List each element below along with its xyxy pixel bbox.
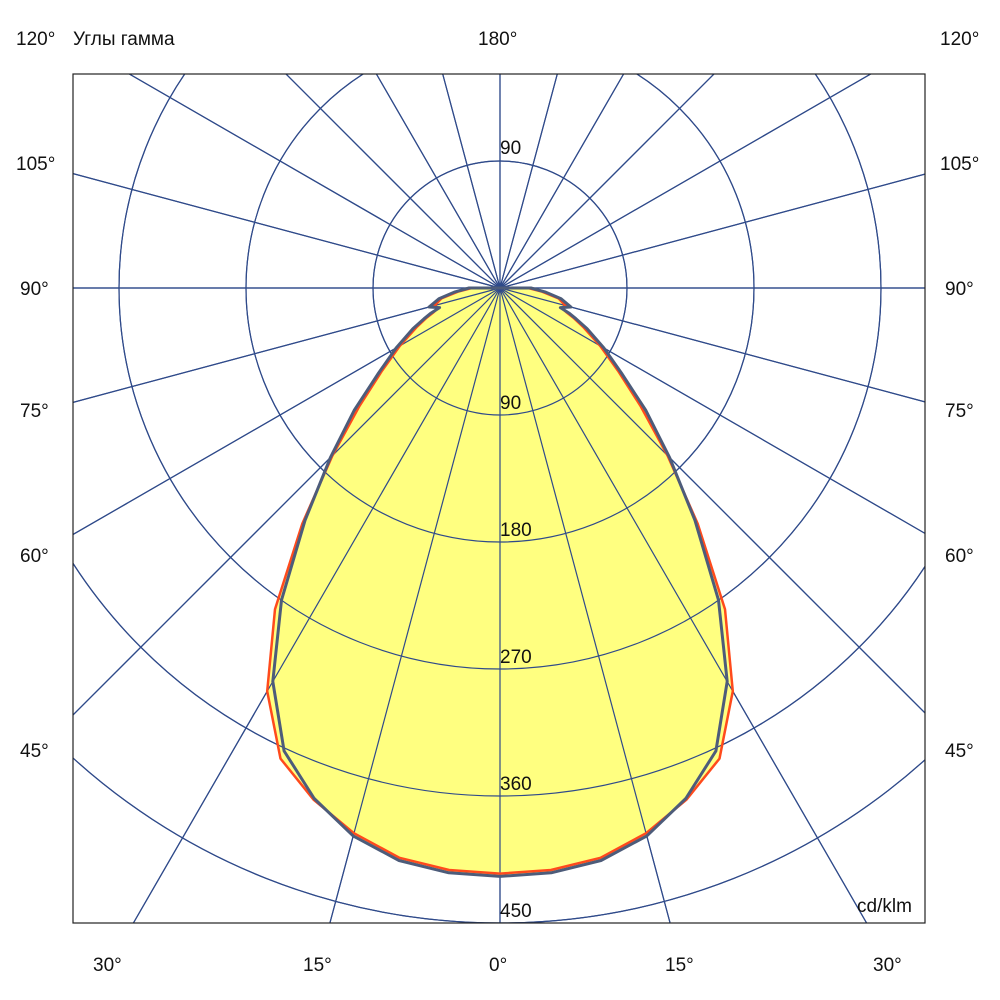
left-angle-label: 75° — [20, 401, 49, 422]
right-angle-label: 120° — [940, 29, 980, 50]
grid-spoke-overlay — [499, 287, 925, 534]
grid-spoke-overlay — [499, 173, 925, 289]
grid-spoke-overlay — [499, 287, 868, 923]
bottom-angle-label: 0° — [489, 955, 508, 976]
grid-spoke-overlay — [499, 74, 625, 289]
left-angle-label: 60° — [20, 546, 49, 567]
grid-spoke-overlay — [499, 287, 671, 923]
left-angle-label: 90° — [20, 279, 49, 300]
ring-label: 270 — [500, 647, 532, 668]
grid-spoke-overlay — [499, 74, 715, 289]
left-angle-label: 45° — [20, 741, 49, 762]
plot-frame — [72, 73, 926, 924]
left-angle-label: 120° — [16, 29, 56, 50]
curves — [73, 74, 925, 923]
ring-label: 450 — [500, 901, 532, 922]
series-line-1 — [271, 286, 729, 878]
grid-spoke-overlay — [329, 287, 501, 923]
left-angle-label: 105° — [16, 154, 56, 175]
grid-spoke-overlay — [375, 74, 501, 289]
grid-spoke-overlay — [499, 74, 558, 289]
grid-spoke-overlay — [132, 287, 501, 923]
unit-label: cd/klm — [857, 896, 912, 917]
bottom-angle-label: 30° — [873, 955, 902, 976]
grid-spoke-overlay — [129, 74, 501, 289]
grid-spoke-overlay — [285, 74, 501, 289]
grid-spoke-overlay — [499, 74, 871, 289]
ring-label: 180 — [500, 520, 532, 541]
right-angle-label: 75° — [945, 401, 974, 422]
chart-title: Углы гамма — [73, 29, 175, 50]
right-angle-label: 90° — [945, 279, 974, 300]
right-angle-label: 45° — [945, 741, 974, 762]
ring-label-top: 90 — [500, 138, 522, 159]
ring-label: 360 — [500, 774, 532, 795]
right-angle-label: 60° — [945, 546, 974, 567]
grid-spoke-overlay — [442, 74, 501, 289]
bottom-angle-label: 30° — [93, 955, 122, 976]
bottom-angle-label: 15° — [303, 955, 332, 976]
right-angle-label: 105° — [940, 154, 980, 175]
ring-label: 90 — [500, 393, 522, 414]
grid-spoke-overlay — [73, 287, 501, 536]
grid-spoke-overlay — [499, 287, 925, 714]
angle-label-top: 180° — [478, 29, 518, 50]
bottom-angle-label: 15° — [665, 955, 694, 976]
grid-spoke-overlay — [73, 173, 501, 289]
grid-spoke-overlay — [73, 287, 501, 716]
